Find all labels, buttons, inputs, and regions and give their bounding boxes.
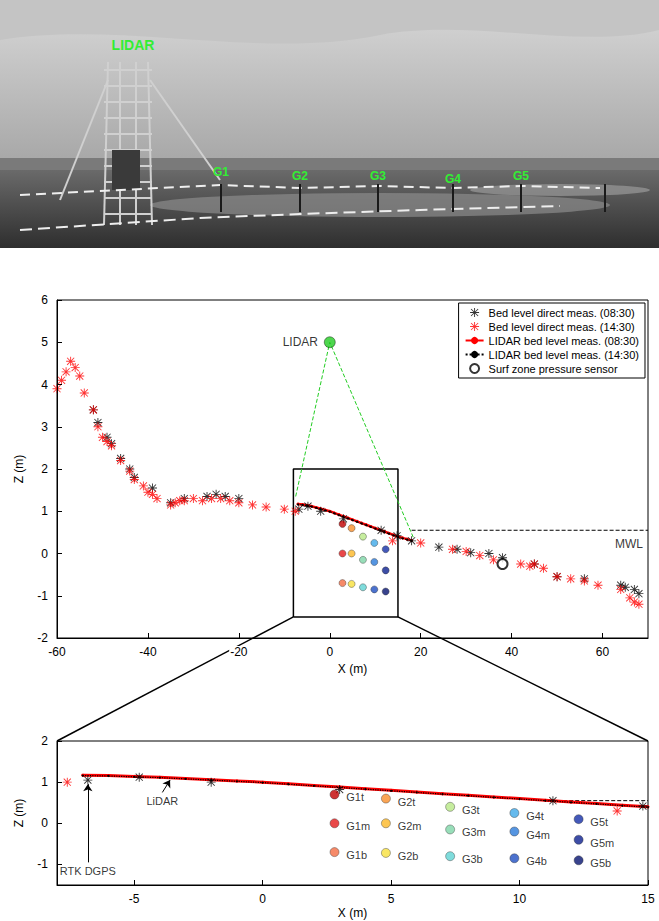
svg-text:G3t: G3t <box>462 804 480 816</box>
svg-text:20: 20 <box>414 645 428 659</box>
svg-text:G4: G4 <box>445 172 461 186</box>
svg-text:G2b: G2b <box>398 850 419 862</box>
svg-text:G5: G5 <box>513 169 529 183</box>
svg-text:5: 5 <box>41 335 48 349</box>
svg-text:10: 10 <box>513 892 527 906</box>
svg-text:LiDAR: LiDAR <box>146 795 178 807</box>
svg-text:-5: -5 <box>129 892 140 906</box>
svg-text:X (m): X (m) <box>338 662 367 676</box>
svg-text:LIDAR: LIDAR <box>283 335 319 349</box>
svg-text:G1t: G1t <box>346 791 364 803</box>
svg-text:Surf zone pressure sensor: Surf zone pressure sensor <box>489 363 618 375</box>
svg-text:0: 0 <box>326 645 333 659</box>
svg-text:6: 6 <box>41 293 48 307</box>
svg-text:-1: -1 <box>37 857 48 871</box>
svg-text:G4m: G4m <box>526 829 550 841</box>
svg-text:2: 2 <box>41 734 48 748</box>
svg-text:G2m: G2m <box>398 820 422 832</box>
svg-text:Z (m): Z (m) <box>12 455 26 484</box>
svg-text:-20: -20 <box>230 645 248 659</box>
svg-text:40: 40 <box>505 645 519 659</box>
svg-text:5: 5 <box>388 892 395 906</box>
svg-text:G5b: G5b <box>590 857 611 869</box>
svg-text:-2: -2 <box>37 631 48 645</box>
svg-text:1: 1 <box>41 775 48 789</box>
svg-text:Z (m): Z (m) <box>12 799 26 828</box>
svg-text:G3m: G3m <box>462 826 486 838</box>
svg-text:G2t: G2t <box>398 796 416 808</box>
svg-text:-1: -1 <box>37 589 48 603</box>
svg-text:G3b: G3b <box>462 853 483 865</box>
svg-text:G1: G1 <box>213 165 229 179</box>
svg-text:G2: G2 <box>292 169 308 183</box>
svg-text:3: 3 <box>41 420 48 434</box>
svg-text:15: 15 <box>641 892 655 906</box>
svg-text:G5t: G5t <box>590 816 608 828</box>
svg-text:-40: -40 <box>139 645 157 659</box>
svg-text:G1b: G1b <box>346 849 367 861</box>
svg-text:4: 4 <box>41 378 48 392</box>
svg-text:Bed level direct meas. (08:30): Bed level direct meas. (08:30) <box>489 307 635 319</box>
svg-text:0: 0 <box>259 892 266 906</box>
svg-text:2: 2 <box>41 462 48 476</box>
svg-text:LIDAR bed level meas. (08:30): LIDAR bed level meas. (08:30) <box>489 335 639 347</box>
svg-text:-60: -60 <box>48 645 66 659</box>
svg-text:Bed level direct meas. (14:30): Bed level direct meas. (14:30) <box>489 321 635 333</box>
svg-text:G4t: G4t <box>526 810 544 822</box>
svg-text:0: 0 <box>41 547 48 561</box>
svg-text:RTK DGPS: RTK DGPS <box>60 865 116 877</box>
svg-text:1: 1 <box>41 504 48 518</box>
svg-text:LIDAR: LIDAR <box>112 37 155 53</box>
svg-text:0: 0 <box>41 816 48 830</box>
svg-text:X (m): X (m) <box>338 906 367 920</box>
svg-text:G4b: G4b <box>526 855 547 867</box>
svg-text:MWL: MWL <box>615 537 643 551</box>
svg-text:LIDAR bed level meas. (14:30): LIDAR bed level meas. (14:30) <box>489 349 639 361</box>
svg-text:60: 60 <box>596 645 610 659</box>
svg-text:G5m: G5m <box>590 837 614 849</box>
svg-text:G3: G3 <box>370 169 386 183</box>
svg-text:G1m: G1m <box>346 820 370 832</box>
